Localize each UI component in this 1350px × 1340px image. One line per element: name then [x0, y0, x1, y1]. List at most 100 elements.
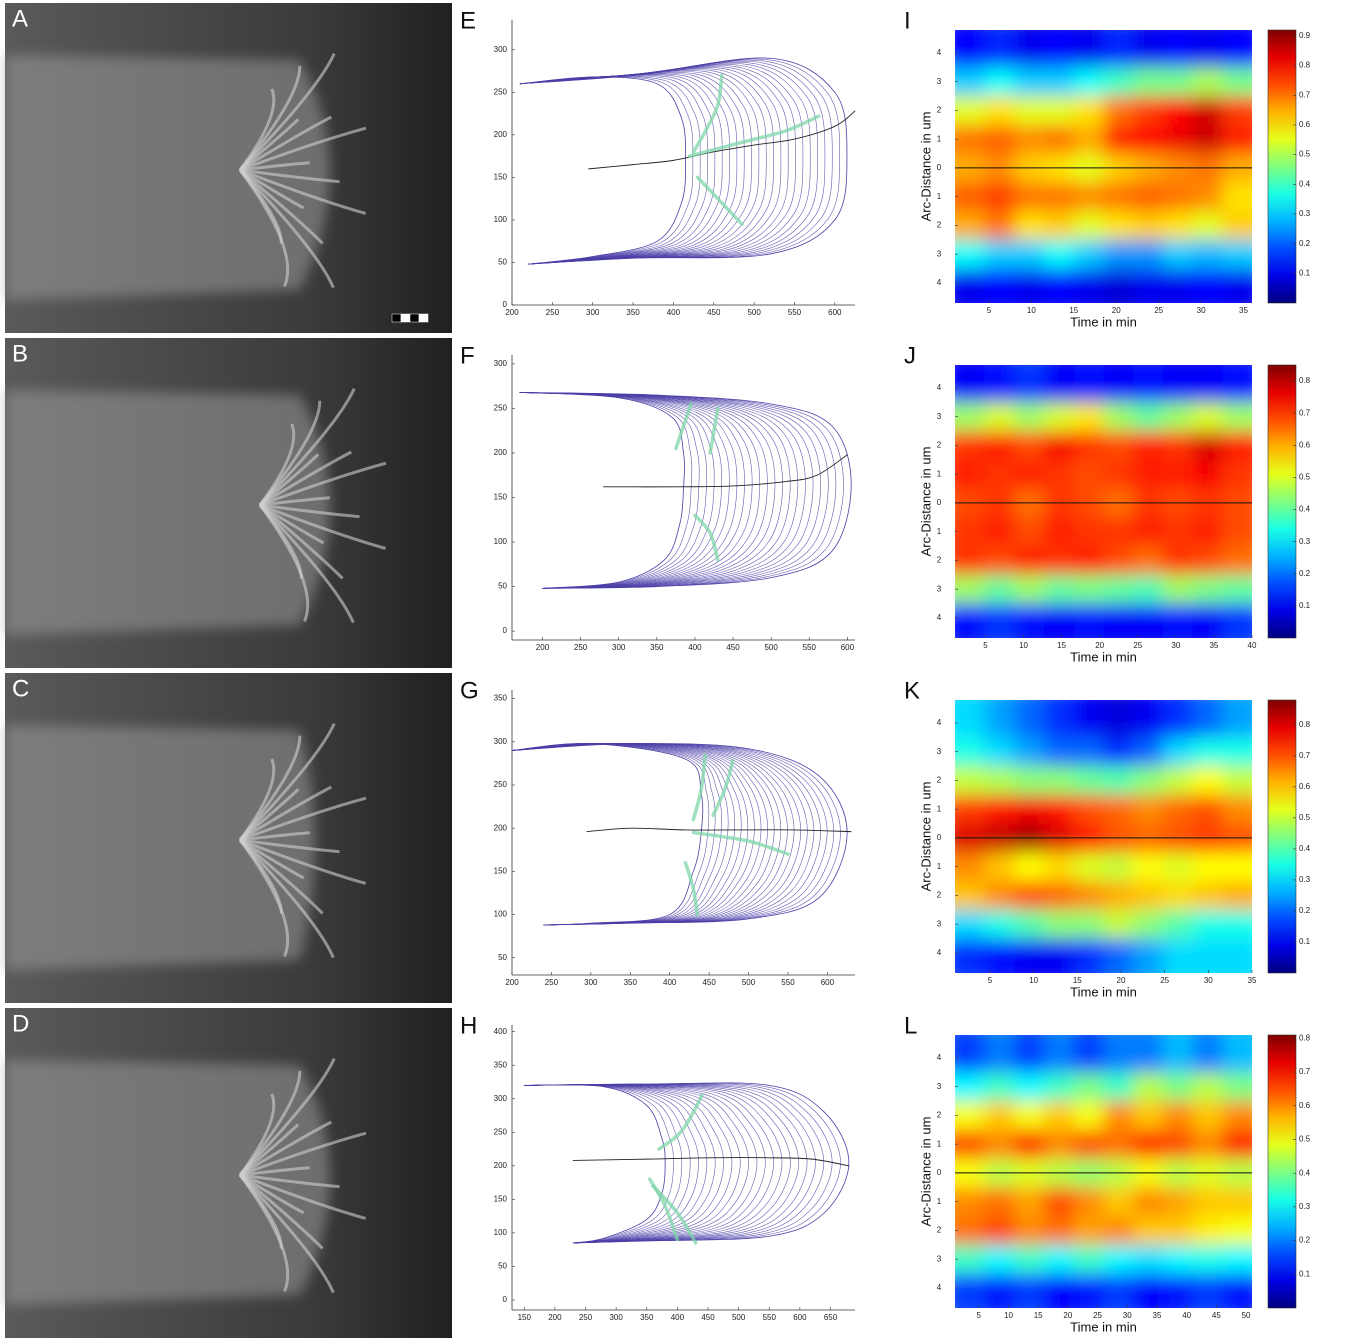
heat-cell: [1014, 1023, 1044, 1073]
heat-cell: [1222, 18, 1264, 68]
panel-letter: L: [904, 1012, 917, 1039]
heat-cell: [1074, 517, 1104, 546]
y-tick-label: 3: [937, 77, 942, 86]
heat-cell: [1222, 125, 1264, 154]
heat-cell: [1044, 1245, 1074, 1274]
contour-line: [520, 74, 729, 264]
heat-cell: [943, 688, 985, 738]
panel-letter: K: [904, 677, 920, 704]
heat-cell: [943, 211, 985, 240]
x-tick-label: 200: [505, 978, 519, 987]
contour-line: [520, 77, 693, 264]
heat-cell: [1193, 1245, 1223, 1274]
heat-cell: [1044, 737, 1074, 766]
heat-cell: [1104, 766, 1134, 795]
heat-cell: [1133, 1216, 1163, 1245]
y-tick-label: 100: [494, 1228, 508, 1237]
heat-cell: [1222, 1130, 1264, 1159]
heat-cell: [943, 575, 985, 604]
heat-cell: [1074, 737, 1104, 766]
colorbar-tick-label: 0.4: [1299, 844, 1311, 853]
y-tick-label: 400: [494, 1027, 508, 1036]
x-tick-label: 600: [821, 978, 835, 987]
heat-cell: [1222, 1101, 1264, 1130]
heat-cell: [1104, 795, 1134, 824]
heat-cell: [1104, 604, 1134, 651]
heat-cell: [1163, 1072, 1193, 1101]
heat-cell: [1222, 688, 1264, 738]
heat-cell: [1014, 1130, 1044, 1159]
colorbar-tick-label: 0.8: [1299, 1033, 1311, 1042]
heat-cell: [1193, 1072, 1223, 1101]
heat-cell: [1014, 460, 1044, 489]
heat-cell: [1193, 182, 1223, 211]
x-tick-label: 450: [726, 643, 740, 652]
heat-cell: [1133, 766, 1163, 795]
heat-cell: [1044, 431, 1074, 460]
y-tick-label: 3: [937, 412, 942, 421]
x-tick-label: 15: [1057, 641, 1066, 650]
colorbar-tick-label: 0.7: [1299, 90, 1311, 99]
scale-bar: [410, 314, 419, 322]
heat-cell: [985, 604, 1015, 651]
x-tick-label: 400: [688, 643, 702, 652]
heat-cell: [1222, 402, 1264, 431]
contour-line: [520, 60, 832, 264]
heat-cell: [1014, 910, 1044, 939]
heat-cell: [1222, 1187, 1264, 1216]
heat-cell: [1133, 182, 1163, 211]
y-tick-label: 1: [937, 1197, 942, 1206]
scale-bar: [401, 314, 410, 322]
y-tick-label: 2: [937, 221, 942, 230]
colorbar-tick-label: 0.2: [1299, 239, 1311, 248]
track-line: [695, 515, 718, 560]
cell-body: [5, 1060, 330, 1305]
heat-cell: [1163, 211, 1193, 240]
y-tick-label: 250: [494, 780, 508, 789]
heat-cell: [1193, 125, 1223, 154]
colorbar: [1268, 365, 1296, 638]
heat-cell: [1014, 575, 1044, 604]
heat-cell: [1222, 575, 1264, 604]
heat-cell: [943, 795, 985, 824]
heat-cell: [985, 795, 1015, 824]
heat-cell: [1074, 431, 1104, 460]
x-tick-label: 35: [1239, 306, 1248, 315]
heat-cell: [1133, 353, 1163, 403]
heat-cell: [1193, 240, 1223, 269]
heat-cell: [1104, 460, 1134, 489]
heat-cell: [1193, 852, 1223, 881]
heat-cell: [1044, 402, 1074, 431]
heat-cell: [1044, 96, 1074, 125]
heat-cell: [1014, 1187, 1044, 1216]
heat-cell: [1222, 67, 1264, 96]
contour-line: [512, 744, 834, 925]
heat-cell: [1014, 1072, 1044, 1101]
x-tick-label: 40: [1182, 1311, 1191, 1320]
heat-cell: [1104, 881, 1134, 910]
heat-cell: [1074, 353, 1104, 403]
y-tick-label: 3: [937, 584, 942, 593]
heat-cell: [1133, 881, 1163, 910]
panel-letter: A: [12, 5, 28, 32]
heat-cell: [1074, 795, 1104, 824]
contour-line: [520, 392, 821, 588]
heat-cell: [985, 18, 1015, 68]
x-tick-label: 150: [518, 1313, 532, 1322]
heat-cell: [1074, 402, 1104, 431]
heat-cell: [1074, 1072, 1104, 1101]
x-tick-label: 550: [781, 978, 795, 987]
x-tick-label: 450: [707, 308, 721, 317]
heat-cell: [1222, 939, 1264, 986]
heat-cell: [1133, 910, 1163, 939]
heat-cell: [1222, 910, 1264, 939]
colorbar-tick-label: 0.4: [1299, 1168, 1311, 1177]
x-tick-label: 500: [747, 308, 761, 317]
contour-line: [524, 1085, 665, 1243]
heat-cell: [1133, 1101, 1163, 1130]
heat-cell: [1104, 125, 1134, 154]
heat-cell: [1193, 211, 1223, 240]
heat-cell: [1014, 211, 1044, 240]
heat-cell: [1133, 211, 1163, 240]
heat-cell: [1044, 795, 1074, 824]
